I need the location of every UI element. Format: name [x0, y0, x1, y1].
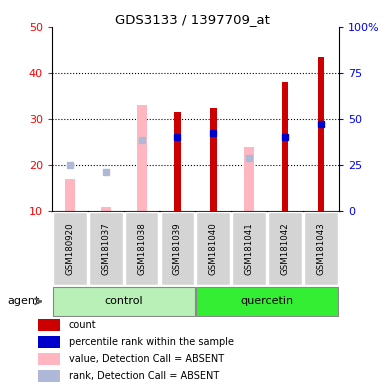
Text: count: count [69, 320, 97, 330]
FancyBboxPatch shape [196, 287, 338, 316]
FancyBboxPatch shape [268, 212, 302, 285]
Bar [318, 57, 324, 211]
Bar [65, 179, 75, 211]
Bar [210, 108, 216, 211]
FancyBboxPatch shape [304, 212, 338, 285]
Text: GDS3133 / 1397709_at: GDS3133 / 1397709_at [115, 13, 270, 26]
FancyBboxPatch shape [196, 212, 230, 285]
Text: GSM181041: GSM181041 [244, 222, 254, 275]
Bar [38, 369, 60, 382]
FancyBboxPatch shape [125, 212, 159, 285]
Text: value, Detection Call = ABSENT: value, Detection Call = ABSENT [69, 354, 224, 364]
Text: GSM181038: GSM181038 [137, 222, 146, 275]
Text: GSM181043: GSM181043 [316, 222, 325, 275]
Text: GSM180920: GSM180920 [65, 222, 74, 275]
Text: agent: agent [8, 296, 40, 306]
Bar [38, 353, 60, 365]
Bar [38, 336, 60, 348]
FancyBboxPatch shape [161, 212, 194, 285]
Bar [101, 207, 111, 211]
FancyBboxPatch shape [89, 212, 122, 285]
Bar [137, 105, 147, 211]
Text: percentile rank within the sample: percentile rank within the sample [69, 337, 234, 347]
Bar [244, 147, 254, 211]
FancyBboxPatch shape [53, 287, 195, 316]
Bar [282, 82, 288, 211]
Text: rank, Detection Call = ABSENT: rank, Detection Call = ABSENT [69, 371, 219, 381]
FancyBboxPatch shape [232, 212, 266, 285]
Bar [38, 319, 60, 331]
Text: quercetin: quercetin [241, 296, 294, 306]
Text: GSM181039: GSM181039 [173, 222, 182, 275]
FancyBboxPatch shape [53, 212, 87, 285]
Bar [174, 112, 181, 211]
Text: control: control [104, 296, 143, 306]
Text: GSM181042: GSM181042 [281, 222, 290, 275]
Text: GSM181040: GSM181040 [209, 222, 218, 275]
Text: GSM181037: GSM181037 [101, 222, 110, 275]
